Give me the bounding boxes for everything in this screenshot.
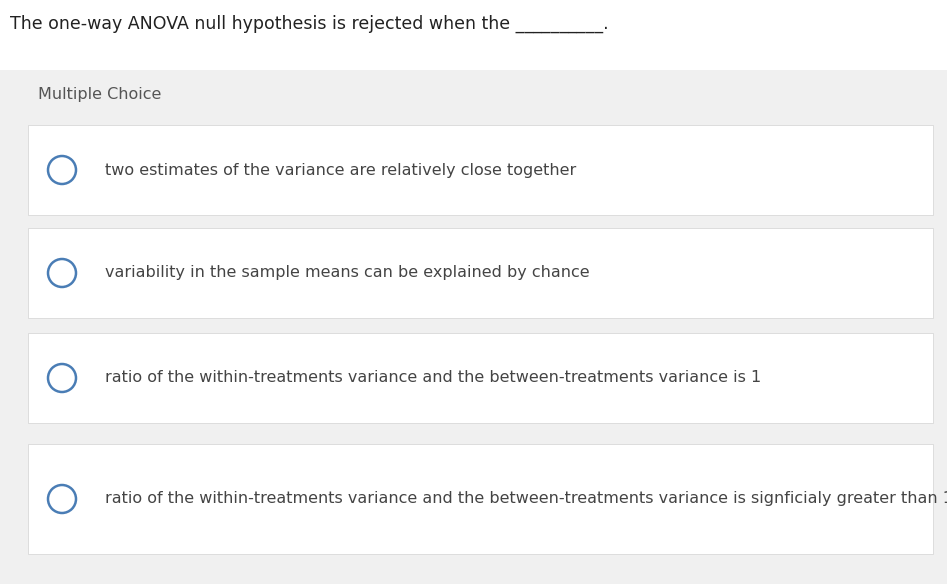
Text: variability in the sample means can be explained by chance: variability in the sample means can be e… [105,266,590,280]
Text: ratio of the within-treatments variance and the between-treatments variance is s: ratio of the within-treatments variance … [105,492,947,506]
FancyBboxPatch shape [28,125,933,215]
Text: two estimates of the variance are relatively close together: two estimates of the variance are relati… [105,162,577,178]
Text: The one-way ANOVA null hypothesis is rejected when the __________.: The one-way ANOVA null hypothesis is rej… [10,15,609,33]
FancyBboxPatch shape [0,70,947,584]
Text: Multiple Choice: Multiple Choice [38,87,161,102]
FancyBboxPatch shape [28,444,933,554]
Text: ratio of the within-treatments variance and the between-treatments variance is 1: ratio of the within-treatments variance … [105,370,761,385]
FancyBboxPatch shape [28,228,933,318]
FancyBboxPatch shape [28,333,933,423]
